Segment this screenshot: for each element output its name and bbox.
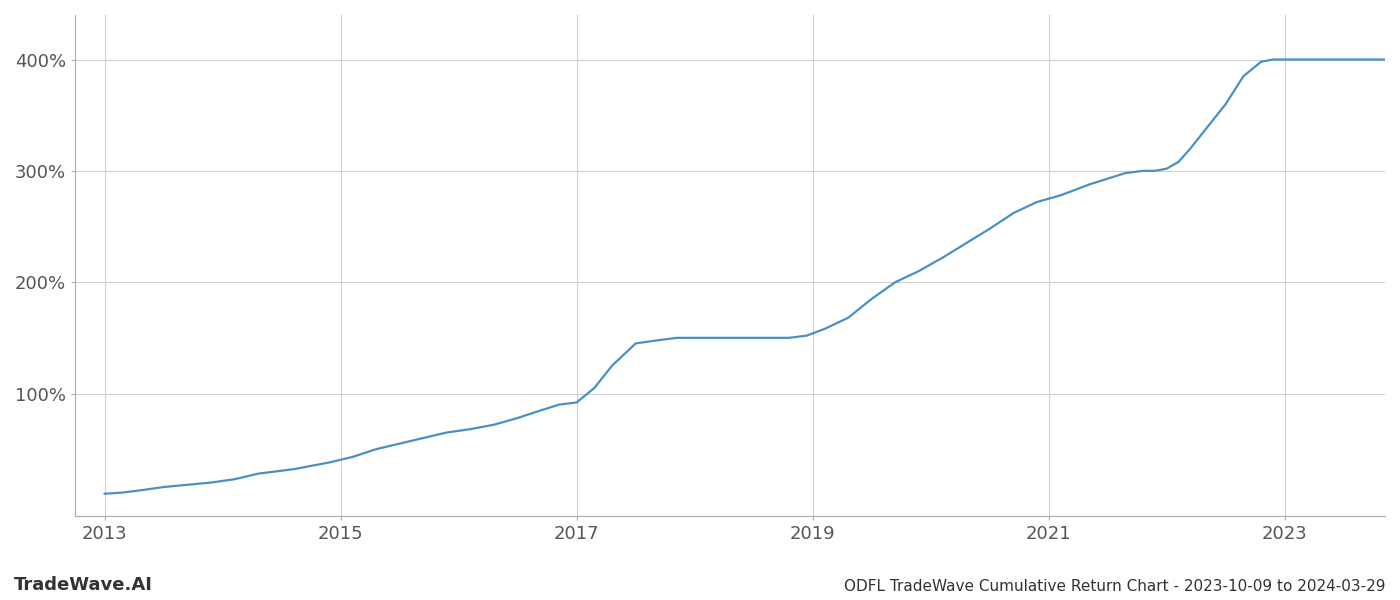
Text: TradeWave.AI: TradeWave.AI [14,576,153,594]
Text: ODFL TradeWave Cumulative Return Chart - 2023-10-09 to 2024-03-29: ODFL TradeWave Cumulative Return Chart -… [844,579,1386,594]
